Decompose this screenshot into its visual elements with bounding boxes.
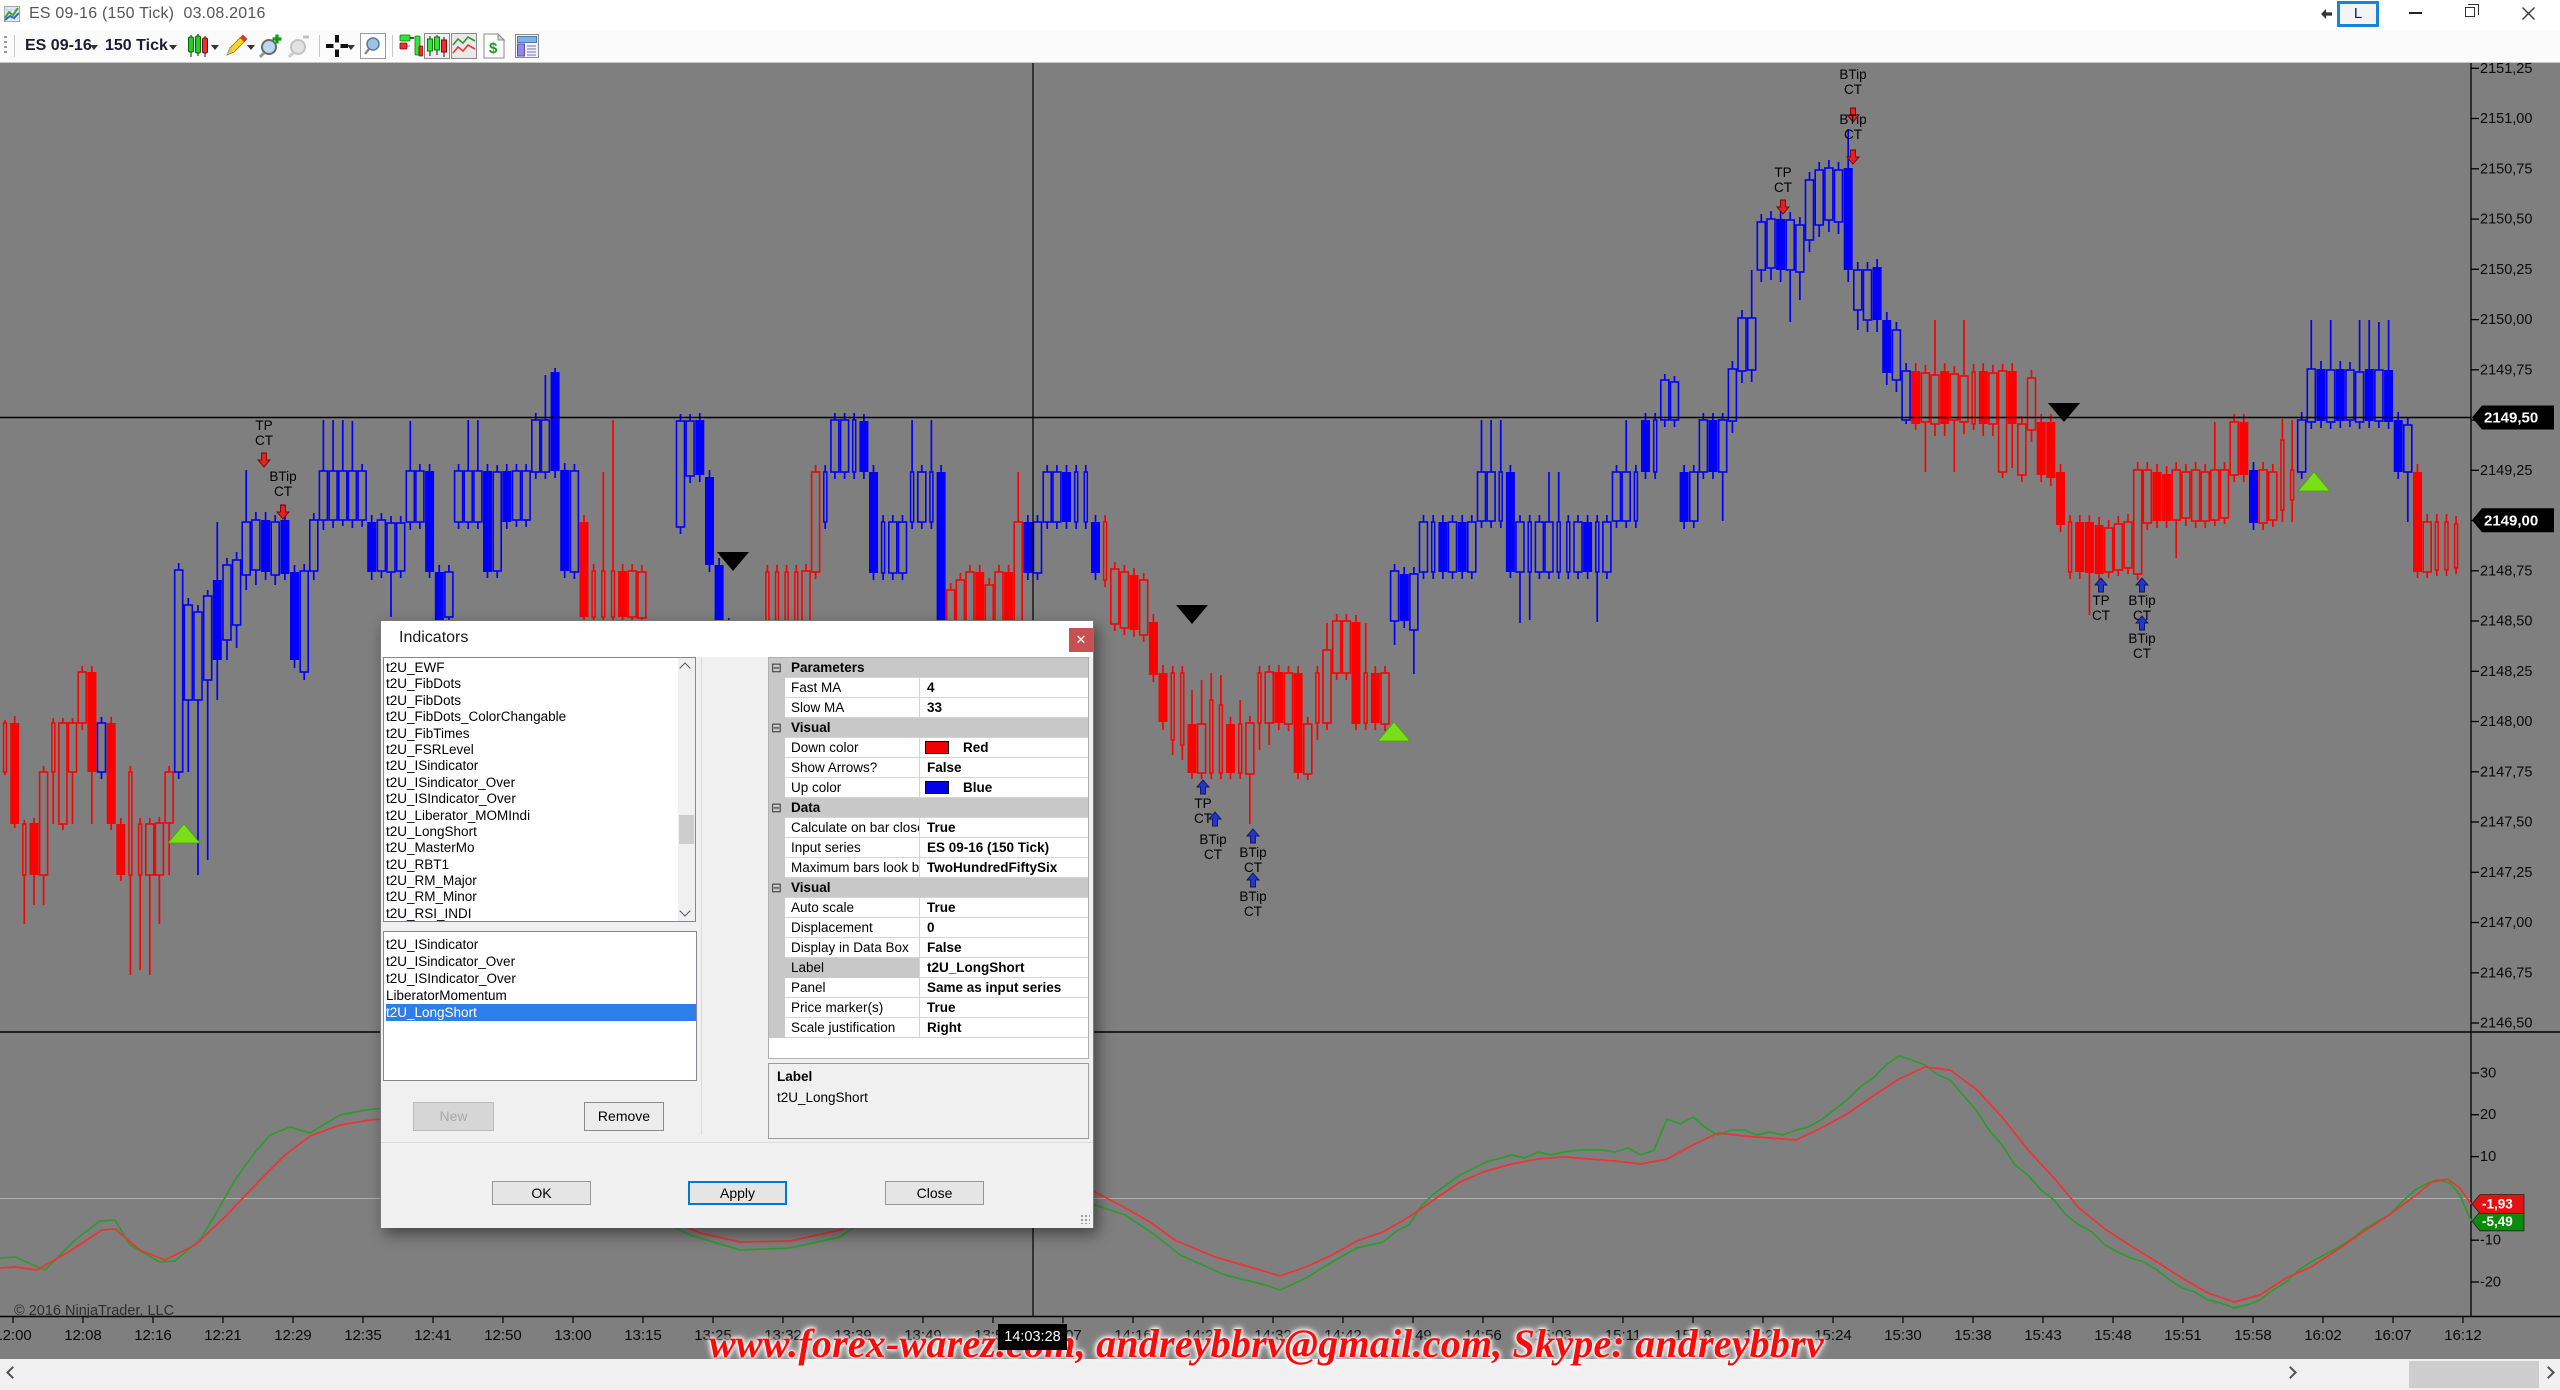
svg-text:14:56: 14:56	[1464, 1327, 1502, 1344]
svg-text:BTip: BTip	[1839, 112, 1866, 127]
svg-text:12:08: 12:08	[64, 1327, 102, 1344]
svg-text:15:11: 15:11	[1605, 1327, 1641, 1344]
svg-text:15:03: 15:03	[1534, 1327, 1572, 1344]
svg-text:15:30: 15:30	[1884, 1327, 1922, 1344]
svg-text:12:29: 12:29	[274, 1327, 312, 1344]
svg-text:TP: TP	[255, 418, 272, 433]
svg-text:CT: CT	[2133, 646, 2151, 661]
svg-text:CT: CT	[1774, 180, 1792, 195]
svg-text:2149,50: 2149,50	[2484, 410, 2538, 427]
svg-text:BTip: BTip	[269, 469, 296, 484]
svg-text:2146,50: 2146,50	[2480, 1016, 2532, 1032]
svg-text:13:00: 13:00	[554, 1327, 592, 1344]
svg-text:12:16: 12:16	[134, 1327, 172, 1344]
svg-text:12:50: 12:50	[484, 1327, 522, 1344]
svg-text:14:32: 14:32	[1254, 1327, 1292, 1344]
svg-text:CT: CT	[1204, 847, 1222, 862]
svg-text:10: 10	[2480, 1149, 2496, 1165]
svg-text:$: $	[489, 40, 498, 57]
svg-text:2149,25: 2149,25	[2480, 463, 2532, 479]
svg-text:CT: CT	[255, 433, 273, 448]
svg-text:2150,25: 2150,25	[2480, 262, 2532, 278]
svg-text:2148,25: 2148,25	[2480, 664, 2532, 680]
svg-text:-10: -10	[2480, 1233, 2501, 1249]
svg-text:CT: CT	[1244, 860, 1262, 875]
svg-text:12:35: 12:35	[344, 1327, 382, 1344]
svg-text:14:42: 14:42	[1324, 1327, 1362, 1344]
svg-text:20: 20	[2480, 1107, 2496, 1123]
svg-text:2150,50: 2150,50	[2480, 212, 2532, 228]
svg-text:CT: CT	[2092, 608, 2110, 623]
svg-text:2151,00: 2151,00	[2480, 111, 2532, 127]
svg-text:2150,75: 2150,75	[2480, 161, 2532, 177]
svg-text:15:48: 15:48	[2094, 1327, 2132, 1344]
svg-text:13:25: 13:25	[694, 1327, 732, 1344]
svg-text:2147,00: 2147,00	[2480, 915, 2532, 931]
svg-text:30: 30	[2480, 1066, 2496, 1082]
svg-text:12:00: 12:00	[0, 1327, 32, 1344]
svg-text:2147,75: 2147,75	[2480, 764, 2532, 780]
svg-text:13:39: 13:39	[834, 1327, 872, 1344]
svg-text:BTip: BTip	[2128, 593, 2155, 608]
svg-text:2149,75: 2149,75	[2480, 362, 2532, 378]
svg-text:14:49: 14:49	[1394, 1327, 1432, 1344]
svg-text:BTip: BTip	[1239, 889, 1266, 904]
svg-text:2148,75: 2148,75	[2480, 563, 2532, 579]
svg-text:12:41: 12:41	[414, 1327, 452, 1344]
svg-text:15:38: 15:38	[1954, 1327, 1992, 1344]
svg-text:BTip: BTip	[1199, 832, 1226, 847]
svg-text:13:49: 13:49	[904, 1327, 942, 1344]
svg-text:15:24: 15:24	[1814, 1327, 1852, 1344]
svg-text:© 2016 NinjaTrader, LLC: © 2016 NinjaTrader, LLC	[14, 1303, 174, 1319]
svg-text:15:18: 15:18	[1674, 1327, 1712, 1344]
svg-text:12:21: 12:21	[204, 1327, 242, 1344]
svg-text:BTip: BTip	[2128, 631, 2155, 646]
svg-text:15:21: 15:21	[1744, 1327, 1782, 1344]
svg-text:2147,25: 2147,25	[2480, 865, 2532, 881]
svg-text:CT: CT	[1844, 82, 1862, 97]
svg-text:2151,25: 2151,25	[2480, 61, 2532, 77]
svg-text:BTip: BTip	[1839, 67, 1866, 82]
svg-text:-5,49: -5,49	[2482, 1214, 2513, 1229]
svg-text:14:16: 14:16	[1114, 1327, 1152, 1344]
svg-text:2147,50: 2147,50	[2480, 815, 2532, 831]
svg-text:BTip: BTip	[1239, 845, 1266, 860]
svg-text:2149,00: 2149,00	[2484, 512, 2538, 529]
svg-text:13:32: 13:32	[764, 1327, 802, 1344]
svg-text:CT: CT	[274, 484, 292, 499]
svg-text:16:02: 16:02	[2304, 1327, 2342, 1344]
svg-text:CT: CT	[1244, 904, 1262, 919]
svg-text:16:07: 16:07	[2374, 1327, 2412, 1344]
svg-text:-1,93: -1,93	[2482, 1197, 2513, 1212]
svg-text:15:58: 15:58	[2234, 1327, 2272, 1344]
svg-text:TP: TP	[1194, 796, 1211, 811]
svg-text:13:15: 13:15	[624, 1327, 662, 1344]
svg-text:CT: CT	[1844, 127, 1862, 142]
svg-text:2148,50: 2148,50	[2480, 614, 2532, 630]
svg-text:14:23: 14:23	[1184, 1327, 1222, 1344]
svg-text:-20: -20	[2480, 1275, 2501, 1291]
svg-text:15:43: 15:43	[2024, 1327, 2062, 1344]
svg-text:CT: CT	[1194, 811, 1212, 826]
svg-text:TP: TP	[2092, 593, 2109, 608]
svg-text:2146,75: 2146,75	[2480, 965, 2532, 981]
svg-text:TP: TP	[1774, 165, 1791, 180]
svg-text:16:12: 16:12	[2444, 1327, 2482, 1344]
svg-text:2148,00: 2148,00	[2480, 714, 2532, 730]
svg-text:15:51: 15:51	[2164, 1327, 2202, 1344]
svg-text:2150,00: 2150,00	[2480, 312, 2532, 328]
